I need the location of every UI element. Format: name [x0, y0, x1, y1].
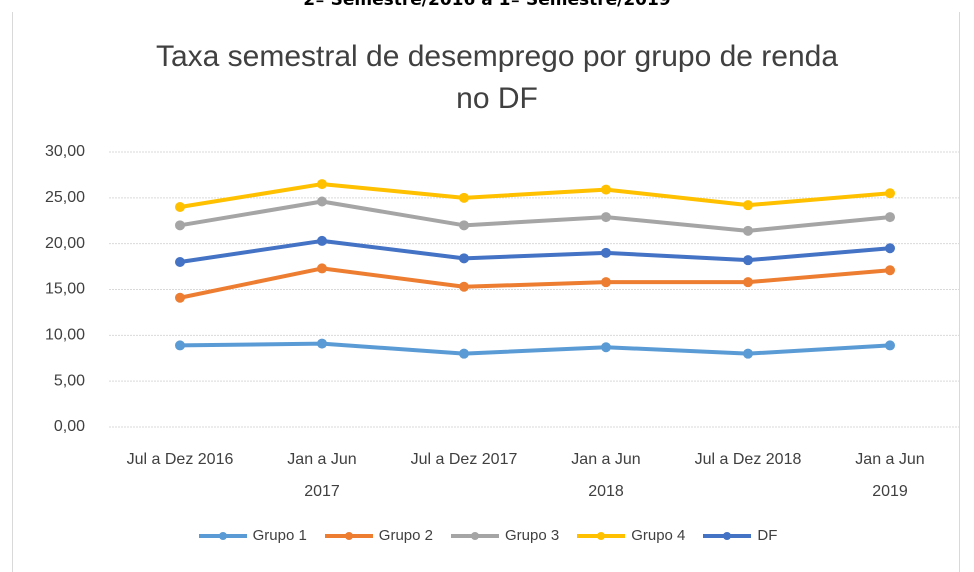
y-tick-label: 15,00 [45, 281, 85, 298]
chart-title: Taxa semestral de desemprego por grupo d… [155, 40, 839, 115]
data-point [601, 212, 611, 223]
data-point [317, 235, 327, 246]
legend-item: Grupo 3 [449, 527, 559, 544]
legend-item: Grupo 4 [575, 527, 685, 544]
y-tick-label: 25,00 [45, 189, 85, 206]
data-point [601, 277, 611, 288]
x-tick-label: Jul a Dez 2016 [126, 451, 234, 468]
data-point [743, 200, 753, 211]
data-point [601, 342, 611, 353]
y-tick-label: 30,00 [45, 143, 85, 160]
x-tick-label: Jan a Jun 2017 [287, 451, 357, 500]
legend-label: Grupo 2 [378, 527, 433, 544]
header: 2º Semestre/2016 a 1º Semestre/2019 [303, 0, 671, 10]
legend: Grupo 1 Grupo 2 Grupo 3 Grupo 4 DF [0, 527, 974, 544]
data-point [743, 277, 753, 288]
data-point [885, 340, 895, 351]
x-tick-label: Jul a Dez 2017 [410, 451, 518, 468]
series-line [179, 266, 891, 300]
legend-label: DF [757, 527, 778, 544]
data-point [459, 348, 469, 359]
y-tick-label: 10,00 [45, 327, 85, 344]
data-point [317, 179, 327, 190]
series-line [179, 199, 891, 233]
legend-label: Grupo 4 [631, 527, 686, 544]
legend-marker [471, 531, 479, 540]
data-point [459, 253, 469, 264]
series-line [179, 238, 891, 264]
legend-label: Grupo 1 [252, 527, 307, 544]
data-point [601, 184, 611, 195]
chart-frame [12, 12, 960, 572]
data-point [885, 212, 895, 223]
x-tick-label: Jan a Jun 2019 [855, 451, 925, 500]
legend-swatch [324, 531, 373, 540]
y-tick-label: 20,00 [45, 235, 85, 252]
data-point [175, 257, 185, 267]
legend-marker [218, 531, 227, 540]
y-tick-label: 0,00 [54, 418, 85, 435]
data-point [317, 263, 327, 274]
data-point [885, 188, 895, 199]
data-point [175, 340, 185, 351]
legend-item: Grupo 1 [197, 527, 307, 544]
data-point [885, 265, 895, 276]
data-point [459, 220, 469, 231]
data-point [601, 247, 611, 258]
legend-marker [344, 531, 353, 540]
x-tick-label: Jan a Jun 2018 [571, 451, 641, 500]
legend-swatch [451, 531, 499, 540]
data-point [317, 196, 327, 207]
data-point [885, 243, 895, 254]
data-point [317, 338, 327, 349]
legend-item: Grupo 2 [323, 527, 433, 544]
series-line [179, 182, 891, 209]
data-point [175, 292, 185, 303]
x-tick-label: Jul a Dez 2018 [694, 451, 802, 468]
data-point [175, 220, 185, 231]
legend-swatch [577, 531, 626, 540]
legend-marker [723, 531, 732, 540]
data-point [175, 202, 185, 212]
data-point [743, 255, 753, 266]
data-point [459, 192, 469, 203]
data-point [459, 281, 469, 292]
legend-marker [597, 531, 606, 540]
y-tick-label: 5,00 [54, 372, 85, 389]
legend-swatch [198, 531, 247, 540]
legend-item: DF [701, 527, 777, 544]
legend-swatch [703, 531, 752, 540]
legend-label: Grupo 3 [505, 527, 560, 544]
data-point [743, 225, 753, 236]
series-line [179, 341, 891, 356]
data-point [743, 348, 753, 359]
